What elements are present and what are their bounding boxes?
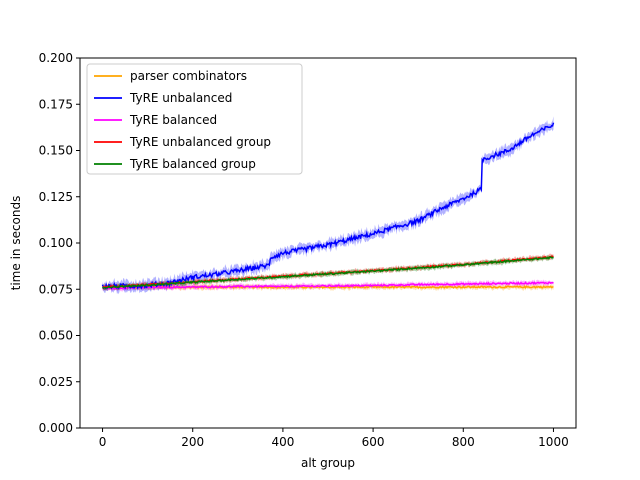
series-line (102, 281, 554, 290)
y-axis-ticks: 0.000 0.025 0.050 0.075 0.100 0.125 0.150 0.175… (39, 51, 80, 435)
x-tick-label: 800 (452, 435, 475, 449)
x-tick-label: 200 (181, 435, 204, 449)
series-line (101, 256, 554, 289)
legend-label: TyRE balanced (129, 113, 217, 127)
legend-label: TyRE unbalanced (129, 91, 232, 105)
x-tick-label: 0 (99, 435, 107, 449)
series-line (101, 122, 555, 290)
y-tick-label: 0.075 (39, 282, 73, 296)
legend-label: TyRE unbalanced group (129, 135, 271, 149)
legend-box (86, 63, 303, 175)
y-tick-label: 0.000 (39, 421, 73, 435)
series-lines (101, 122, 555, 290)
legend: parser combinators TyRE unbalanced TyRE ba… (86, 63, 303, 175)
y-tick-label: 0.175 (39, 97, 73, 111)
legend-label: parser combinators (130, 69, 247, 83)
x-axis-ticks: 0 200 400 600 800 1000 (99, 428, 569, 449)
y-tick-label: 0.125 (39, 190, 73, 204)
y-tick-label: 0.200 (39, 51, 73, 65)
y-tick-label: 0.150 (39, 144, 73, 158)
y-tick-label: 0.025 (39, 375, 73, 389)
y-axis-label: time in seconds (9, 196, 23, 291)
x-tick-label: 400 (271, 435, 294, 449)
y-tick-label: 0.100 (39, 236, 73, 250)
x-axis-label: alt group (301, 456, 355, 470)
x-tick-label: 1000 (538, 435, 569, 449)
legend-label: TyRE balanced group (129, 157, 256, 171)
y-tick-label: 0.050 (39, 329, 73, 343)
x-tick-label: 600 (362, 435, 385, 449)
